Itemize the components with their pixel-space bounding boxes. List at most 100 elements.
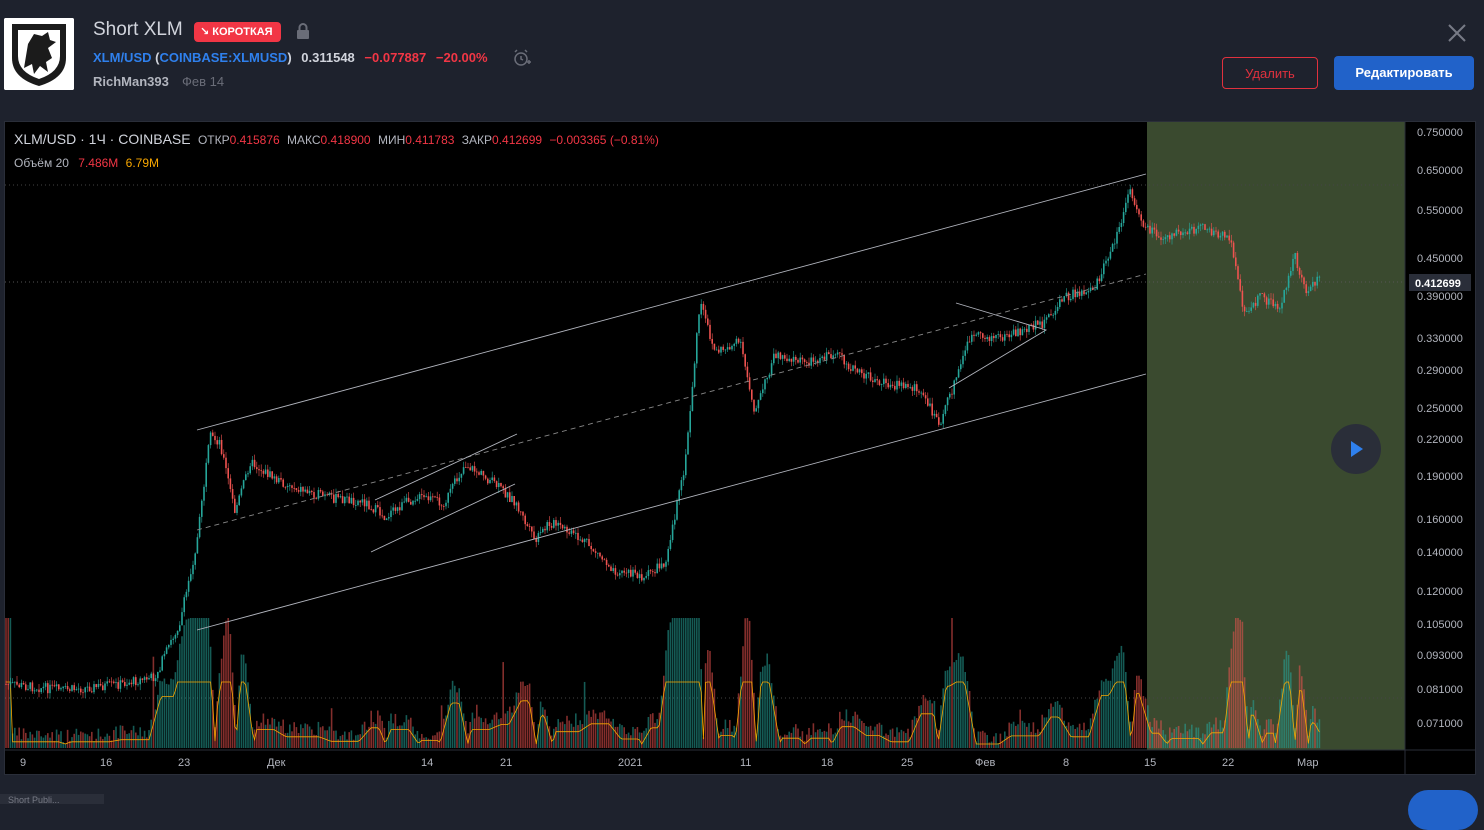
volume-bar <box>370 710 372 748</box>
price-tick: 0.140000 <box>1417 547 1463 559</box>
candle-body <box>634 569 636 573</box>
volume-bar <box>803 740 806 748</box>
chart-area[interactable]: 0.750000 0.650000 0.550000 0.450000 0.39… <box>4 121 1476 775</box>
candle-body <box>957 369 960 378</box>
volume-bar <box>104 736 106 748</box>
volume-bar <box>973 728 975 748</box>
candle-body <box>971 334 973 342</box>
volume-bar <box>990 741 993 748</box>
volume-bar <box>1067 722 1070 748</box>
volume-bar <box>1151 727 1153 748</box>
volume-bar <box>231 672 234 748</box>
volume-bar <box>724 719 727 748</box>
volume-bar <box>185 619 188 748</box>
volume-bar <box>940 705 942 748</box>
volume-bar <box>1316 722 1318 748</box>
candle-body <box>1226 235 1228 238</box>
candle-body <box>863 373 865 379</box>
volume-bar <box>434 735 436 748</box>
volume-bar <box>830 728 832 748</box>
price-tick: 0.160000 <box>1417 514 1463 526</box>
volume-bar <box>575 713 577 748</box>
candle-body <box>542 528 544 533</box>
footer-tab[interactable]: Short Publi... <box>0 794 104 804</box>
close-label: ЗАКР <box>461 133 493 147</box>
candle-body <box>438 497 441 506</box>
candle-body <box>894 385 896 390</box>
volume-bar <box>176 660 179 748</box>
volume-bar <box>1318 719 1321 748</box>
candle-body <box>495 481 498 488</box>
volume-bar <box>1008 722 1010 748</box>
close-icon[interactable] <box>1446 22 1468 44</box>
volume-bar <box>619 723 621 748</box>
volume-bar <box>346 739 348 748</box>
candle-body <box>810 357 812 366</box>
replay-play-button[interactable] <box>1331 424 1381 474</box>
volume-bars <box>5 618 1321 748</box>
candle-body <box>966 341 969 351</box>
volume-bar <box>740 676 742 748</box>
volume-bar <box>1210 727 1213 748</box>
candle-body <box>550 525 553 528</box>
volume-bar <box>1043 717 1046 748</box>
volume-bar <box>1078 723 1081 748</box>
volume-bar <box>814 732 817 748</box>
price-tick: 0.105000 <box>1417 619 1463 631</box>
volume-bar <box>1184 723 1186 748</box>
volume-bar <box>460 701 463 748</box>
volume-bar <box>1250 707 1252 748</box>
candle-body <box>524 515 526 525</box>
exchange-link[interactable]: COINBASE:XLMUSD <box>159 50 288 65</box>
volume-bar <box>689 618 691 748</box>
candle-body <box>940 423 942 425</box>
candle-body <box>476 471 478 473</box>
candle-body <box>1085 292 1087 295</box>
author-avatar[interactable] <box>4 18 74 90</box>
volume-label[interactable]: Объём 20 <box>14 156 69 170</box>
volume-bar <box>786 734 788 748</box>
candle-body <box>821 356 823 358</box>
volume-bar <box>792 727 795 748</box>
delete-button[interactable]: Удалить <box>1222 57 1318 89</box>
candle-body <box>214 435 216 441</box>
volume-bar <box>920 705 922 748</box>
candle-body <box>869 372 872 381</box>
volume-bar <box>572 726 575 748</box>
volume-bar <box>533 721 535 748</box>
volume-bar <box>1149 721 1151 748</box>
alarm-clock-icon[interactable] <box>512 48 532 73</box>
candle-body <box>775 353 777 359</box>
author-name[interactable]: RichMan393 <box>93 74 169 89</box>
floating-action-button[interactable] <box>1408 790 1478 830</box>
candle-body <box>319 490 322 492</box>
candle-body <box>1098 278 1101 282</box>
edit-button[interactable]: Редактировать <box>1334 56 1474 90</box>
candle-body <box>372 509 375 513</box>
candle-body <box>1131 189 1134 199</box>
volume-bar <box>280 725 282 748</box>
candle-body <box>1294 252 1296 259</box>
volume-bar <box>896 727 898 748</box>
volume-bar <box>872 730 874 748</box>
volume-bar <box>876 724 878 748</box>
volume-bar <box>1314 708 1316 748</box>
volume-bar <box>220 658 223 748</box>
symbol-link[interactable]: XLM/USD <box>93 50 152 65</box>
volume-bar <box>1197 727 1200 748</box>
volume-bar <box>229 634 232 748</box>
volume-bar <box>678 618 680 748</box>
volume-bar <box>1133 689 1136 748</box>
volume-bar <box>894 736 896 748</box>
volume-bar <box>1246 706 1248 748</box>
legend-symbol[interactable]: XLM/USD · 1Ч · COINBASE <box>14 131 191 147</box>
volume-bar <box>440 705 443 748</box>
candle-body <box>1094 289 1096 291</box>
volume-legend: Объём 20 7.486M 6.79M <box>14 156 159 170</box>
volume-bar <box>135 732 137 748</box>
volume-bar <box>1309 719 1312 748</box>
current-price-label: 0.412699 <box>1415 278 1461 290</box>
candle-body <box>638 574 641 579</box>
volume-bar <box>311 729 313 748</box>
candle-body <box>284 486 287 488</box>
